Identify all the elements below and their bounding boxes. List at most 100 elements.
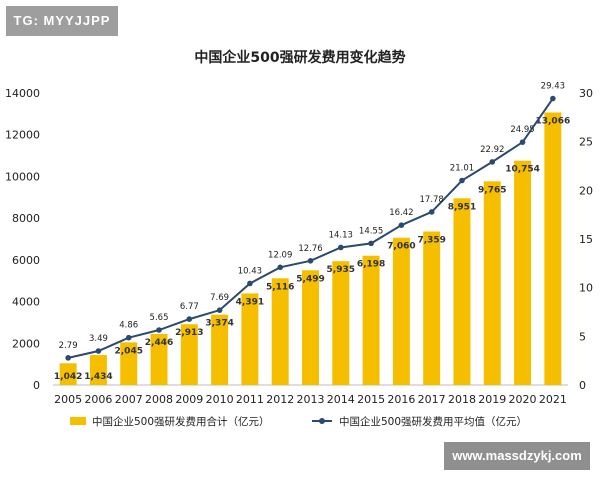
x-tick-label: 2014 [327,393,355,406]
right-axis: 0 5 10 15 20 25 30 [579,87,593,392]
bar-2006 [89,355,107,385]
bar-2018 [453,198,471,385]
bar-value-label: 10,754 [505,165,540,175]
average-marker-2009 [186,316,193,322]
bar-2010 [211,314,229,385]
x-tick-label: 2006 [84,393,112,406]
average-value-label: 3.49 [89,334,108,344]
x-tick-label: 2015 [357,393,385,406]
x-tick-label: 2017 [418,393,446,406]
average-marker-2008 [156,327,162,333]
average-marker-2021 [550,95,556,102]
average-value-label: 21.01 [450,164,474,174]
bar-value-label: 1,434 [84,372,112,382]
average-marker-2007 [125,334,132,341]
left-tick-label: 6000 [12,254,40,267]
bar-value-label: 5,116 [266,282,294,292]
bar-value-label: 2,045 [115,346,143,356]
average-marker-2005 [65,355,71,361]
bar-value-label: 9,765 [478,185,506,195]
bar-2014 [332,261,350,385]
average-value-label: 10.43 [238,266,262,276]
legend-line-marker [319,418,325,424]
bar-value-label: 6,198 [357,260,385,270]
average-value-label: 14.55 [359,226,383,236]
bar-value-label: 3,374 [205,319,233,329]
watermark-top: TG: MYYJJPP [6,6,118,36]
average-marker-2018 [459,177,465,184]
right-tick-label: 10 [579,282,593,295]
bar-2015 [362,255,380,385]
legend-line-label: 中国企业500强研发费用平均值（亿元） [339,415,527,428]
left-tick-label: 8000 [12,212,40,225]
average-marker-2013 [307,258,314,264]
average-value-label: 5.65 [150,313,169,323]
bar-2007 [120,342,138,385]
bar-2019 [483,181,501,385]
left-tick-label: 14000 [5,87,40,100]
watermark-bottom: www.massdzykj.com [444,442,590,470]
left-tick-label: 2000 [12,337,40,350]
bar-2008 [150,333,168,385]
average-value-label: 14.13 [329,230,353,240]
x-tick-label: 2008 [145,393,173,406]
average-marker-2014 [337,244,344,251]
bar-value-label: 5,499 [296,274,324,284]
average-value-label: 7.69 [210,293,229,303]
average-marker-2017 [428,209,435,215]
legend-bar-swatch [70,417,86,425]
x-tick-label: 2018 [448,393,476,406]
bar-2016 [392,237,410,385]
average-value-labels: 2.79 3.49 4.86 5.65 6.77 7.69 10.43 12.09 12.76 1… [59,82,565,351]
average-value-label: 22.92 [480,145,504,155]
average-value-label: 29.43 [541,82,565,92]
x-tick-label: 2020 [509,393,537,406]
average-value-label: 17.78 [420,195,444,205]
x-tick-label: 2021 [539,393,567,406]
right-tick-label: 15 [579,233,593,246]
left-tick-label: 12000 [5,129,40,142]
right-tick-label: 30 [579,87,593,100]
average-marker-2006 [95,348,102,354]
average-marker-2011 [247,280,253,287]
bar-2017 [423,231,441,385]
bar-value-label: 5,935 [327,265,355,275]
left-tick-label: 0 [33,379,40,392]
left-tick-label: 10000 [5,170,40,183]
bar-value-label: 7,359 [417,236,445,246]
bar-value-label: 2,913 [175,328,203,338]
average-value-label: 6.77 [180,302,199,312]
average-marker-2020 [519,139,526,145]
bar-2020 [514,160,532,385]
bar-2005 [59,363,77,385]
bar-value-label: 2,446 [145,338,173,348]
left-axis: 0 2000 4000 6000 8000 10000 12000 14000 [5,87,40,392]
right-tick-label: 20 [579,184,593,197]
bar-series [59,112,562,386]
x-tick-label: 2016 [387,393,415,406]
average-value-label: 24.95 [510,125,534,135]
bar-2013 [302,270,319,385]
left-tick-label: 4000 [12,296,40,309]
chart-title: 中国企业500强研发费用变化趋势 [194,49,405,66]
right-tick-label: 25 [579,136,593,149]
bar-2009 [180,324,198,385]
average-marker-2010 [216,307,223,313]
right-tick-label: 5 [579,330,586,343]
x-tick-label: 2009 [175,393,203,406]
bar-value-label: 1,042 [54,372,82,382]
right-tick-label: 0 [579,379,586,392]
legend: 中国企业500强研发费用合计（亿元） 中国企业500强研发费用平均值（亿元） [70,415,527,428]
bar-value-label: 8,951 [448,202,476,212]
x-axis-tick-labels: 2005 2006 2007 2008 2009 2010 2011 2012 2013 2014… [54,393,567,406]
legend-bar-label: 中国企业500强研发费用合计（亿元） [92,415,270,428]
bar-value-label: 4,391 [236,297,264,307]
average-marker-2012 [277,264,284,271]
average-markers [65,95,556,361]
bar-2011 [241,293,259,385]
average-value-label: 4.86 [119,321,138,331]
x-tick-label: 2010 [206,393,234,406]
average-marker-2016 [398,222,405,228]
bar-value-label: 7,060 [387,242,415,252]
